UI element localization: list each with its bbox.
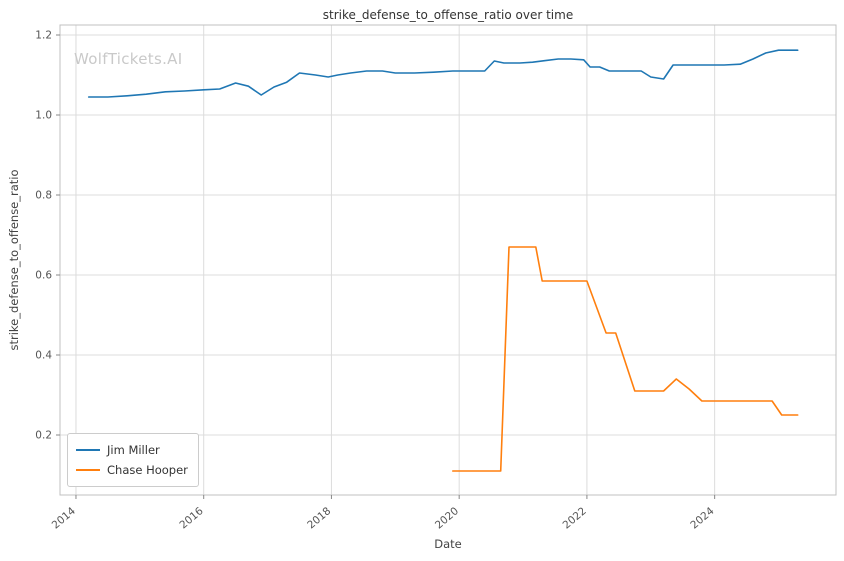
x-tick-label: 2014: [50, 505, 78, 532]
x-tick-label: 2016: [177, 505, 205, 532]
y-tick-label: 0.4: [35, 350, 52, 362]
legend-label: Chase Hooper: [107, 463, 188, 477]
x-tick-label: 2020: [433, 505, 461, 531]
series-line-jim-miller: [87, 49, 799, 98]
y-axis-label: strike_defense_to_offense_ratio: [7, 169, 21, 351]
legend-item: Jim Miller: [76, 440, 188, 460]
x-tick-label: 2022: [561, 505, 589, 531]
legend-swatch: [76, 469, 100, 471]
x-tick-label: 2024: [688, 505, 716, 532]
legend-label: Jim Miller: [107, 443, 160, 457]
legend: Jim Miller Chase Hooper: [67, 433, 199, 487]
series-line-chase-hooper: [451, 246, 799, 472]
y-tick-label: 0.8: [35, 190, 52, 202]
watermark: WolfTickets.AI: [74, 50, 183, 68]
y-tick-label: 1.0: [35, 110, 52, 122]
y-tick-label: 0.6: [35, 270, 52, 282]
x-axis-label: Date: [434, 537, 462, 551]
legend-item: Chase Hooper: [76, 460, 188, 480]
y-tick-label: 0.2: [35, 430, 52, 442]
chart-title: strike_defense_to_offense_ratio over tim…: [322, 8, 574, 22]
plot-border: [59, 24, 837, 496]
legend-swatch: [76, 449, 100, 451]
x-tick-label: 2018: [305, 505, 333, 531]
y-tick-label: 1.2: [35, 30, 52, 42]
